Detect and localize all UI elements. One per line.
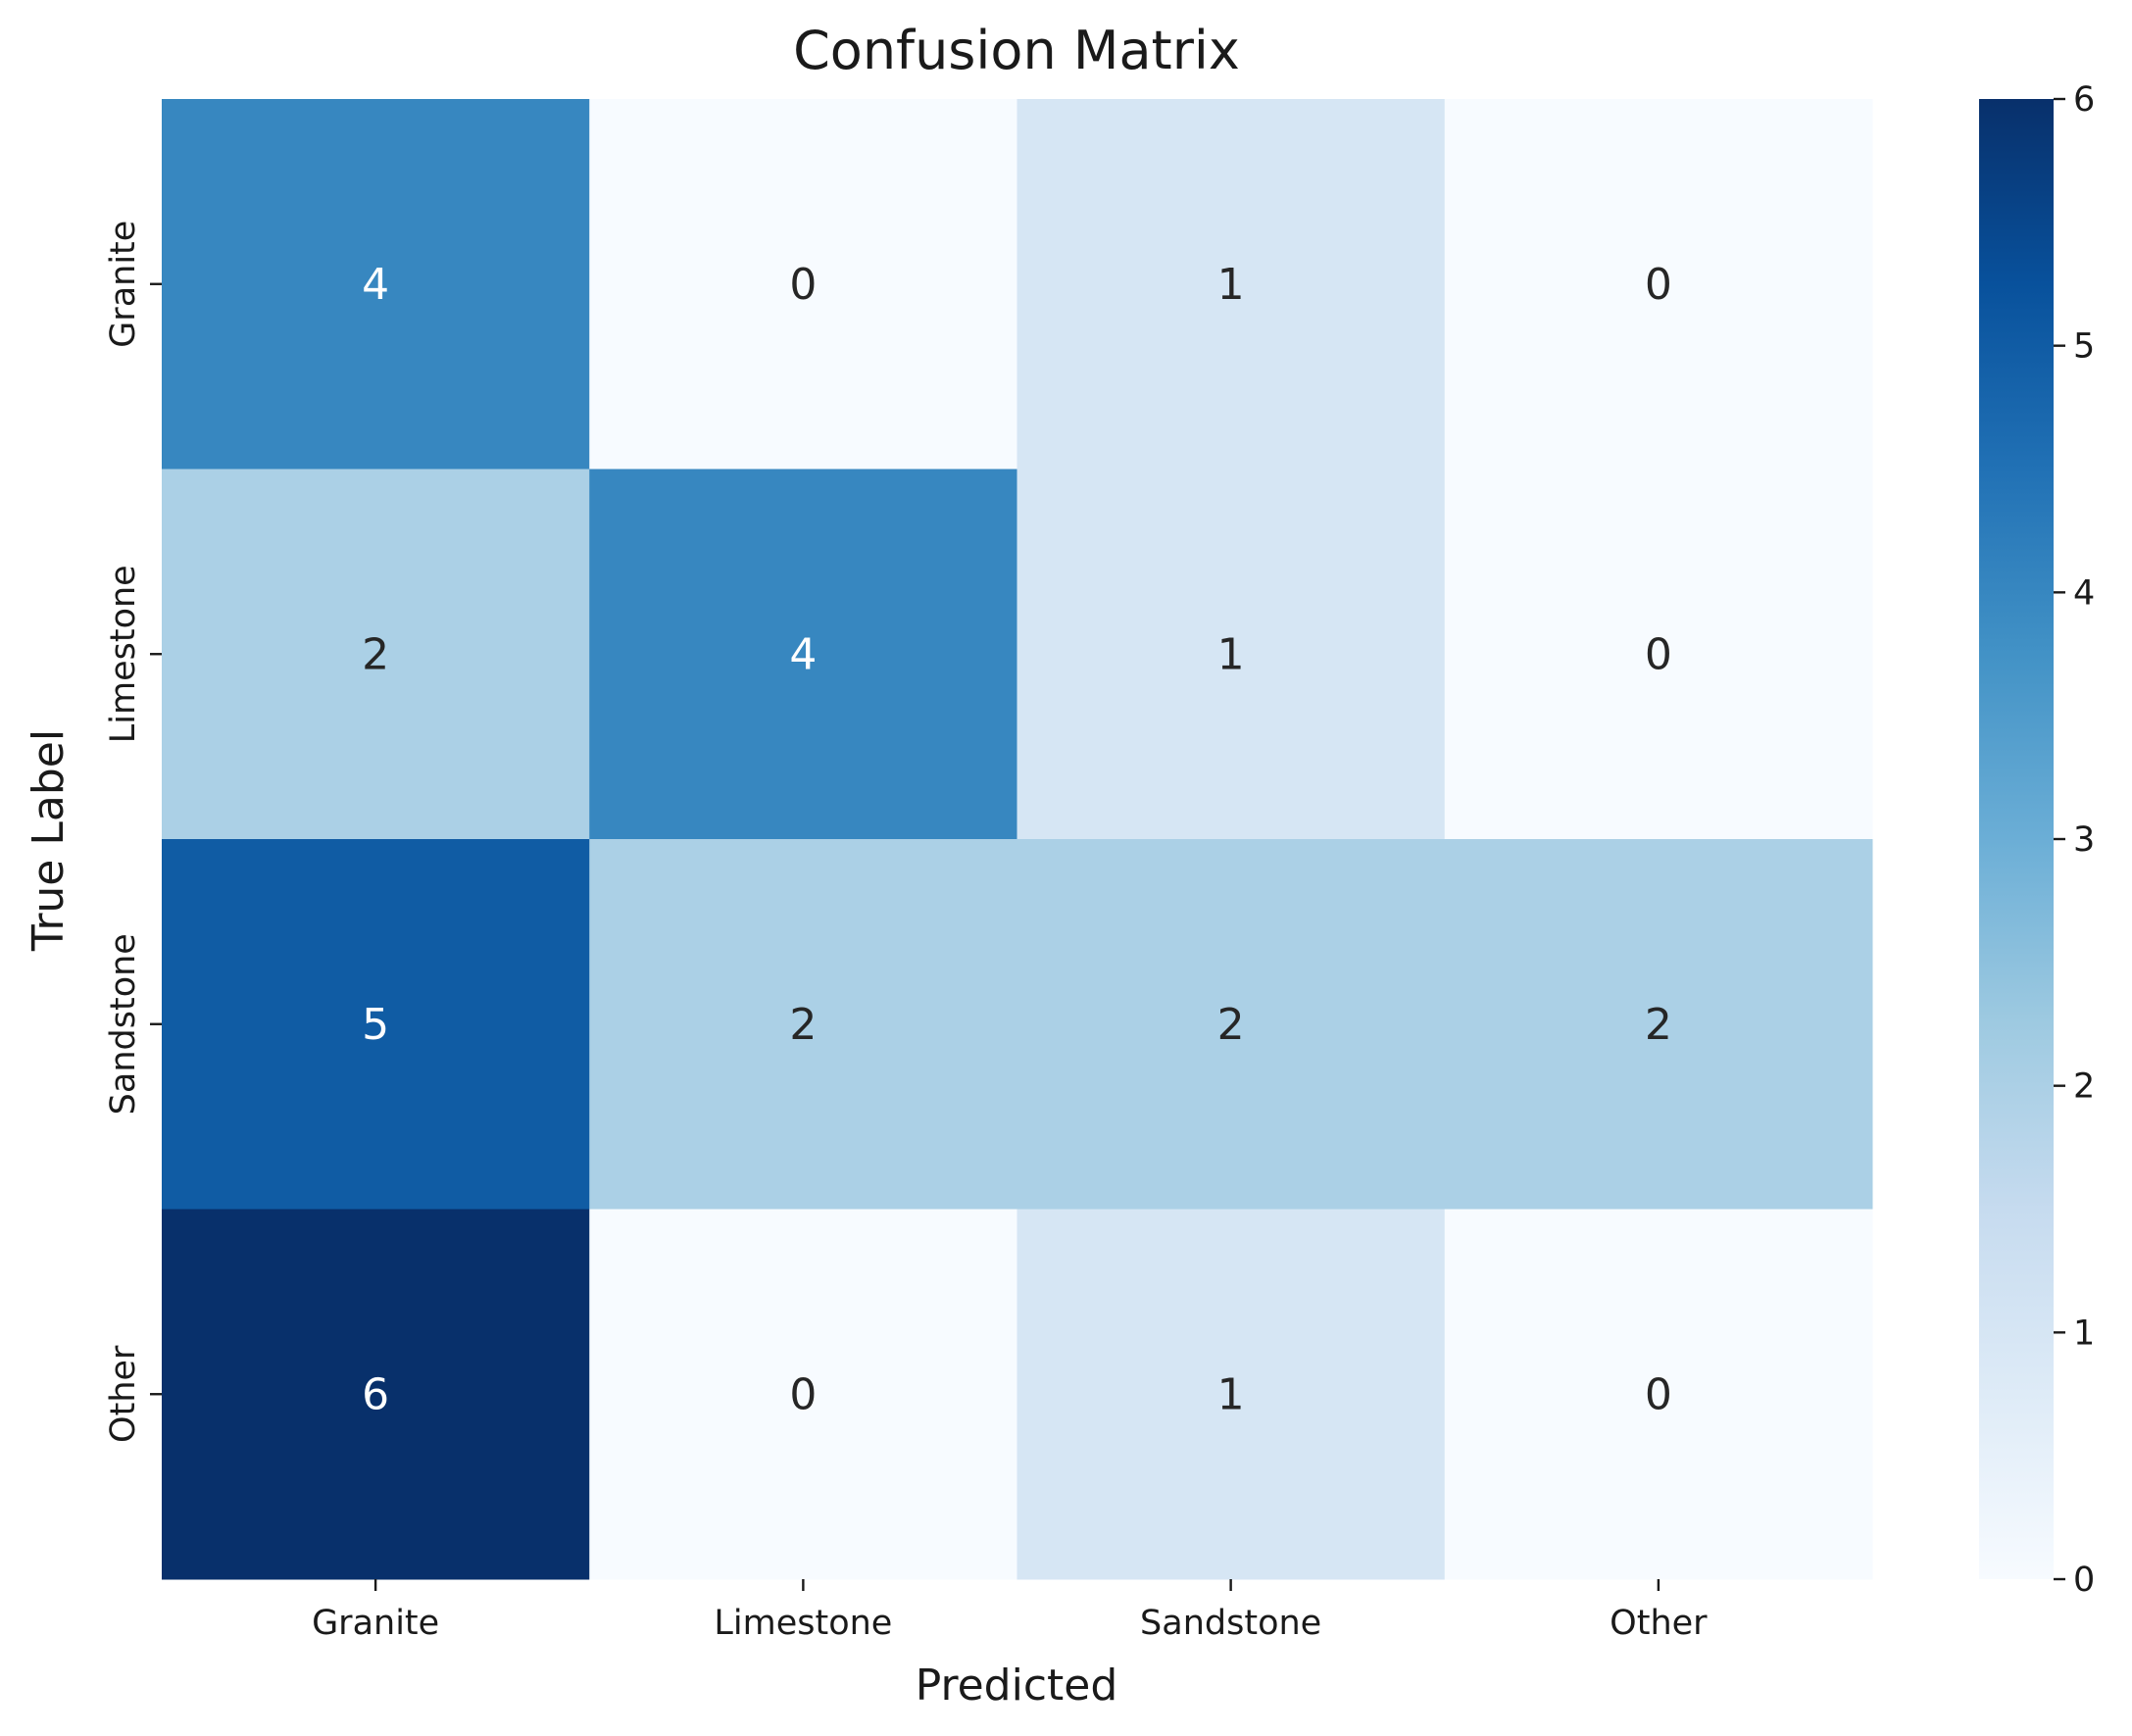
heatmap-cell — [1016, 469, 1446, 840]
cell-value-label: 0 — [1645, 260, 1672, 310]
heatmap-cell — [162, 1209, 590, 1580]
cell-value-label: 2 — [362, 629, 389, 679]
y-tick-label: Limestone — [104, 565, 143, 743]
heatmap-cell — [162, 839, 590, 1210]
heatmap-cell — [162, 99, 590, 470]
colorbar-tick-label: 0 — [2073, 1561, 2095, 1600]
colorbar-tick-label: 2 — [2073, 1067, 2095, 1107]
heatmap-cell — [589, 1209, 1017, 1580]
cell-value-label: 2 — [1645, 1000, 1672, 1050]
colorbar-tick-label: 6 — [2073, 80, 2095, 120]
x-axis-label: Predicted — [916, 1661, 1118, 1711]
cell-value-label: 0 — [789, 260, 817, 310]
x-tick-label: Granite — [312, 1604, 439, 1643]
heatmap-cell — [1016, 99, 1446, 470]
colorbar-tick-label: 4 — [2073, 573, 2095, 613]
heatmap-cell — [1444, 469, 1873, 840]
heatmap-cell — [589, 469, 1017, 840]
x-tick-label: Other — [1610, 1604, 1708, 1643]
heatmap-cell — [1016, 839, 1446, 1210]
cell-value-label: 2 — [1217, 1000, 1245, 1050]
cell-value-label: 1 — [1217, 1369, 1245, 1419]
cell-value-label: 1 — [1217, 260, 1245, 310]
y-tick-label: Sandstone — [104, 933, 143, 1115]
heatmap-cells: 4 0 1 0 2 4 1 0 5 2 2 2 6 0 1 0 — [162, 99, 1873, 1580]
x-tick-label: Limestone — [714, 1604, 892, 1643]
cell-value-label: 4 — [362, 260, 389, 310]
x-tick-label: Sandstone — [1140, 1604, 1321, 1643]
cell-value-label: 1 — [1217, 629, 1245, 679]
x-axis-ticks: Granite Limestone Sandstone Other — [312, 1579, 1708, 1643]
colorbar-tick-label: 5 — [2073, 327, 2095, 367]
cell-value-label: 0 — [1645, 1369, 1672, 1419]
y-tick-label: Granite — [104, 221, 143, 348]
cell-value-label: 5 — [362, 1000, 389, 1050]
heatmap-cell — [589, 99, 1017, 470]
heatmap-cell — [1444, 1209, 1873, 1580]
heatmap-cell — [1016, 1209, 1446, 1580]
cell-value-label: 2 — [789, 1000, 817, 1050]
colorbar — [1979, 99, 2054, 1579]
heatmap-cell — [1444, 99, 1873, 470]
colorbar-tick-label: 1 — [2073, 1314, 2095, 1353]
heatmap-cell — [1444, 839, 1873, 1210]
cell-value-label: 0 — [789, 1369, 817, 1419]
heatmap-cell — [162, 469, 590, 840]
colorbar-ticks: 0 1 2 3 4 5 6 — [2054, 80, 2095, 1600]
cell-value-label: 4 — [789, 629, 817, 679]
heatmap-cell — [589, 839, 1017, 1210]
chart-title: Confusion Matrix — [793, 20, 1240, 81]
y-axis-ticks: Granite Limestone Sandstone Other — [104, 221, 162, 1443]
colorbar-tick-label: 3 — [2073, 820, 2095, 860]
y-tick-label: Other — [104, 1345, 143, 1443]
cell-value-label: 0 — [1645, 629, 1672, 679]
cell-value-label: 6 — [362, 1369, 389, 1419]
y-axis-label: True Label — [24, 729, 74, 952]
